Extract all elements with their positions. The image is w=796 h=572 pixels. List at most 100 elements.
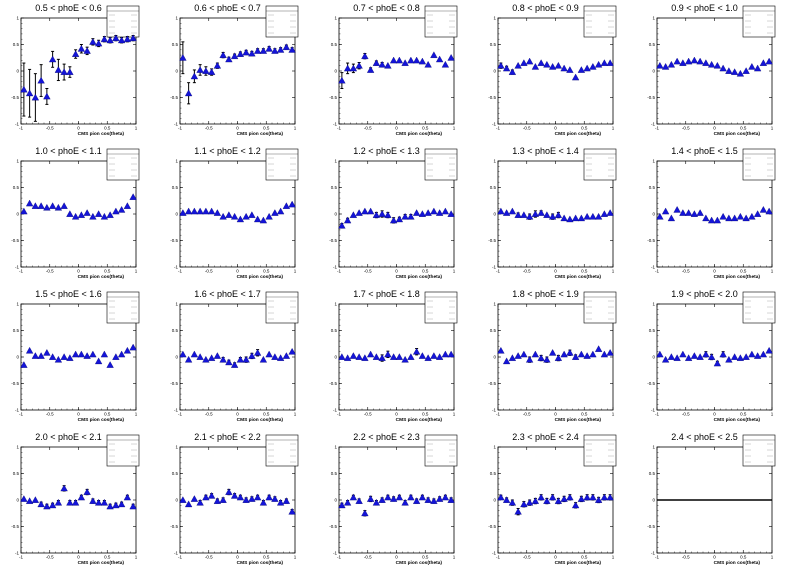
data-point [112,353,120,360]
x-tick-label: 0 [713,269,716,274]
x-tick-label: -0.5 [46,126,54,131]
data-point [230,361,239,368]
data-point [656,61,664,69]
y-tick-label: 0 [334,212,337,217]
data-point [696,353,704,360]
x-axis-label: CMS pion cos(theta) [78,560,125,566]
x-tick-label: 0 [236,269,239,274]
data-point [759,206,768,213]
y-tick-label: -0.5 [11,95,19,100]
data-point [736,212,745,220]
y-tick-label: 1 [493,445,496,450]
data-point [123,346,132,354]
data-point [430,51,438,58]
y-tick-label: 0.5 [13,185,20,190]
x-tick-label: -1 [178,555,182,560]
x-tick-label: -1 [19,555,23,560]
y-tick-label: -1 [333,265,337,270]
panel: 0.6 < phoE < 0.7 -1 -0.5 0 0.5 1 -1 -0.5 0 0.5 1 CM… [170,3,299,137]
x-axis-label: CMS pion cos(theta) [714,274,761,280]
data-point [190,207,199,215]
data-point [690,56,699,64]
data-point [589,63,597,70]
data-point [759,350,768,358]
data-point [583,493,591,501]
y-tick-label: 1 [175,159,178,164]
data-point [696,57,704,65]
data-point [253,47,262,54]
x-tick-label: 0 [554,269,557,274]
data-point [117,206,126,213]
data-point [343,216,352,224]
data-point [37,202,45,209]
data-point [361,509,369,517]
y-tick-label: -0.5 [647,95,655,100]
data-point [424,496,432,503]
data-point [179,496,187,503]
data-point [271,495,279,502]
data-point [537,493,545,501]
y-tick-label: 0.5 [490,185,497,190]
x-tick-label: 1 [294,269,297,274]
data-point [583,352,591,359]
y-tick-label: -0.5 [488,381,496,386]
data-point [667,214,676,222]
data-point [577,214,586,222]
y-tick-label: 1 [493,159,496,164]
data-point [288,347,296,355]
x-axis-label: CMS pion cos(theta) [237,560,284,566]
y-tick-label: -1 [651,122,655,127]
y-tick-label: 0.5 [172,42,179,47]
data-point [679,209,687,216]
data-point [77,350,86,358]
x-tick-label: -1 [496,412,500,417]
data-point [684,209,693,216]
panel-title: 1.9 < phoE < 2.0 [671,289,738,299]
x-tick-label: 1 [135,555,138,560]
data-point [83,47,91,54]
data-point [184,500,193,508]
data-point [378,60,386,68]
data-point [401,355,409,363]
data-point [679,350,687,358]
data-point [89,212,97,220]
y-tick-label: 0.5 [649,328,656,333]
stats-box [106,291,140,324]
data-point [60,68,68,75]
x-tick-label: 0.5 [422,126,429,131]
data-point [219,496,227,503]
data-point [100,35,109,43]
data-point [725,67,733,74]
panel: 1.7 < phoE < 1.8 -1 -0.5 0 0.5 1 -1 -0.5 0 0.5 1 CM… [329,289,458,423]
data-point [288,507,296,515]
data-point [213,209,222,216]
data-point [548,212,557,220]
y-tick-label: 0.5 [649,185,656,190]
y-tick-label: 1 [652,445,655,450]
y-tick-label: 0 [493,498,496,503]
panel-title: 0.7 < phoE < 0.8 [353,3,420,13]
x-tick-label: 0 [554,555,557,560]
data-point [560,214,568,222]
data-point [196,207,204,215]
x-axis-label: CMS pion cos(theta) [237,131,284,137]
data-point [435,55,444,63]
y-tick-label: 0 [493,69,496,74]
stats-box [742,434,776,467]
data-point [89,350,97,358]
x-axis-label: CMS pion cos(theta) [714,417,761,423]
data-point [707,353,716,360]
x-tick-label: -0.5 [205,555,213,560]
y-tick-label: 1 [493,16,496,21]
data-point [25,199,34,207]
y-tick-label: 0 [334,69,337,74]
data-point [361,207,369,215]
data-point [531,210,540,217]
data-point [276,498,285,506]
data-point [343,498,352,506]
data-point [548,63,557,70]
data-point [730,68,739,75]
y-tick-label: 0.5 [649,471,656,476]
data-point [129,34,137,42]
data-point [577,66,586,73]
